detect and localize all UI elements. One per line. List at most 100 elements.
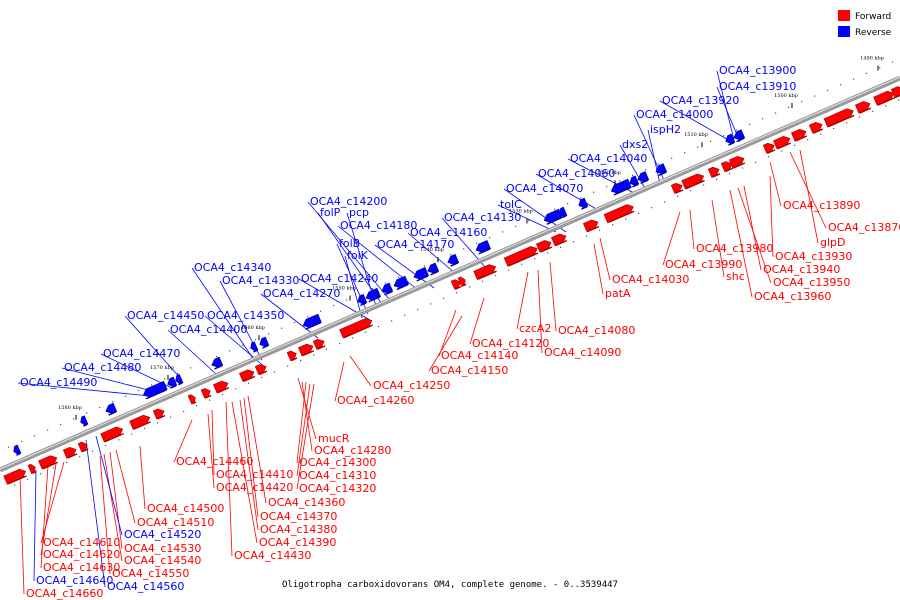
tick-dot [684, 152, 686, 154]
tick-dot [892, 61, 894, 63]
tick-dot [216, 355, 218, 358]
reverse-gene-arrow [447, 253, 460, 267]
tick-dot [632, 174, 634, 176]
callout-line [799, 149, 819, 244]
backbone-highlight [0, 76, 900, 470]
callout-line [296, 383, 311, 477]
gene-shadow [477, 270, 497, 280]
forward-gene-label: OCA4_c14260 [337, 394, 414, 407]
gene-arrows [3, 86, 900, 485]
gene-body [250, 341, 259, 352]
callout-line [349, 355, 372, 387]
tick-dot [560, 246, 562, 248]
gene-body [77, 441, 88, 453]
forward-gene-label: OCA4_c14280 [314, 444, 391, 457]
forward-gene-label: OCA4_c14140 [441, 349, 518, 362]
tick-dot [177, 372, 179, 375]
gene-body [187, 394, 196, 405]
gene-shadow [104, 432, 124, 443]
tick-dot [47, 429, 49, 431]
gene-shadow [214, 365, 223, 370]
tick-dot [788, 106, 790, 108]
callout-line [301, 381, 313, 452]
callout-line [537, 269, 543, 354]
tick-dot [586, 235, 588, 237]
tick-dot [807, 139, 809, 141]
callout-line [334, 361, 345, 402]
forward-gene-arrow [3, 468, 27, 485]
callout-line [716, 70, 735, 141]
gene-shadow [259, 370, 268, 375]
forward-gene-arrow [582, 219, 600, 233]
tick-dot [105, 444, 107, 447]
gene-shadow [157, 414, 166, 420]
tick-dot [40, 473, 42, 475]
forward-gene-arrow [603, 204, 635, 224]
gene-shadow [317, 345, 326, 350]
gene-shadow [416, 275, 428, 282]
forward-gene-label: OCA4_c13870 [828, 221, 900, 234]
callout-line [109, 451, 123, 550]
tick-dot [898, 99, 900, 101]
forward-gene-label: OCA4_c14300 [299, 456, 376, 469]
tick-dot [508, 269, 510, 271]
reverse-gene-label: OCA4_c14000 [636, 108, 713, 121]
tick-dot [157, 422, 159, 424]
forward-gene-arrow [27, 463, 37, 475]
callout-line [243, 397, 259, 518]
reverse-gene-arrow [381, 282, 394, 296]
gene-shadow [262, 345, 269, 349]
gene-shadow [291, 357, 298, 362]
reverse-gene-arrow [393, 275, 410, 291]
gene-shadow [32, 471, 37, 474]
gene-shadow [253, 349, 258, 353]
gene-body [450, 279, 461, 290]
tick-dot [801, 101, 803, 103]
reverse-gene-label: OCA4_c14160 [410, 226, 487, 239]
callout-line [689, 209, 695, 250]
forward-gene-label: OCA4_c14030 [612, 273, 689, 286]
reverse-gene-arrow [655, 163, 668, 177]
reverse-gene-arrow [427, 262, 440, 276]
callout-line [40, 463, 57, 556]
forward-gene-label: OCA4_c13950 [773, 276, 850, 289]
gene-body [473, 264, 497, 280]
reverse-gene-label: OCA4_c14070 [506, 182, 583, 195]
gene-body [297, 343, 314, 357]
callout-line [317, 212, 383, 305]
tick-dot [840, 84, 842, 86]
gene-body [200, 388, 211, 399]
tick-dot [73, 418, 75, 420]
gene-body [211, 356, 224, 368]
gene-shadow [658, 171, 667, 177]
forward-gene-arrow [312, 338, 326, 350]
reverse-gene-label: OCA4_c14490 [20, 376, 97, 389]
callout-line [593, 243, 604, 295]
callout-line [737, 187, 772, 284]
callout-line [191, 267, 255, 361]
gene-shadow [632, 183, 639, 188]
gene-shadow [581, 206, 588, 210]
tick-dot [235, 388, 237, 390]
gene-body [212, 380, 229, 394]
reverse-gene-arrow [559, 206, 568, 219]
tick-dot [794, 144, 796, 146]
forward-gene-arrow [890, 86, 900, 99]
callout-line [103, 453, 123, 562]
forward-gene-arrow [238, 369, 256, 383]
callout-line [173, 419, 193, 463]
callout-line [100, 353, 173, 389]
gene-shadow [305, 322, 321, 330]
axis-tick-label: 1540 kbp [420, 247, 444, 253]
callout-line [346, 212, 377, 307]
gene-shadow [685, 179, 705, 190]
tick-dot [625, 218, 627, 220]
reverse-gene-arrow [302, 313, 322, 330]
tick-dot [638, 212, 640, 214]
gene-shadow [777, 142, 792, 150]
tick-dot [820, 133, 822, 135]
backbone-line [0, 75, 900, 473]
forward-gene-label: OCA4_c14610 [43, 536, 120, 549]
tick-dot [885, 105, 887, 107]
gene-body [142, 380, 168, 398]
